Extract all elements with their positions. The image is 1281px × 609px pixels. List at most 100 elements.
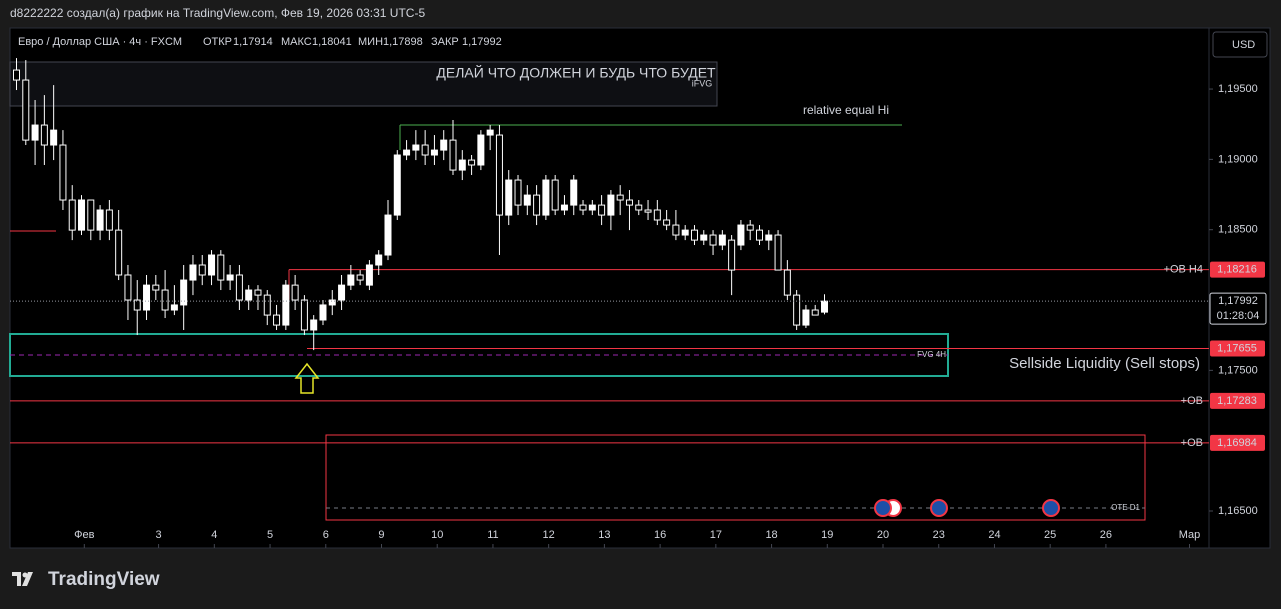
motto: ДЕЛАЙ ЧТО ДОЛЖЕН И БУДЬ ЧТО БУДЕТ — [436, 64, 716, 81]
candle-body — [663, 219, 671, 226]
x-tick-label: 11 — [487, 529, 498, 541]
candle-body — [115, 229, 123, 276]
logo-dot — [22, 572, 28, 578]
ifvg-label: iFVG — [692, 78, 713, 88]
candle-body — [393, 154, 401, 216]
candle-body — [495, 134, 503, 216]
candle-body — [87, 199, 95, 231]
y-tick-label: 1,19000 — [1218, 153, 1258, 165]
x-tick-label: 17 — [710, 529, 722, 541]
countdown: 01:28:04 — [1217, 310, 1260, 322]
arrow — [294, 362, 320, 394]
candle-body — [755, 229, 763, 241]
candle-body — [226, 274, 234, 281]
candle-body — [542, 179, 550, 216]
y-tick-label: 1,18500 — [1218, 224, 1258, 236]
candle-body — [690, 229, 698, 241]
candle-body — [560, 204, 568, 211]
currency[interactable]: USD — [1232, 39, 1255, 51]
candle-body — [40, 124, 48, 146]
x-tick-label: 4 — [211, 529, 217, 541]
event-icon[interactable] — [930, 499, 948, 517]
candle-body — [458, 159, 466, 171]
level-name: +OB — [1181, 437, 1203, 449]
x-tick-label: 23 — [933, 529, 945, 541]
candle-body — [551, 179, 559, 211]
candle-body — [300, 299, 308, 331]
legend-label: МИН — [358, 36, 383, 48]
x-tick-label: 5 — [267, 529, 273, 541]
x-tick-label: 12 — [543, 529, 555, 541]
x-tick-label: 6 — [323, 529, 329, 541]
candle-body — [356, 274, 364, 281]
candle-body — [700, 234, 708, 241]
candle-body — [737, 224, 745, 246]
logo-mark — [12, 572, 33, 586]
event-icon[interactable] — [874, 499, 892, 517]
candle-body — [180, 279, 188, 306]
logo — [12, 572, 33, 586]
candle-body — [421, 144, 429, 156]
candle-body — [783, 269, 791, 296]
candle-body — [598, 204, 606, 216]
candle-body — [533, 194, 541, 216]
candle-body — [133, 299, 141, 311]
candle-body — [161, 289, 169, 311]
candle-body — [143, 284, 151, 311]
candle-body — [13, 69, 21, 81]
candle-body — [821, 300, 829, 313]
event-icon[interactable] — [1042, 499, 1060, 517]
y-tick-label: 1,16500 — [1218, 505, 1258, 517]
chart-panel — [9, 27, 1271, 549]
candle-body — [709, 234, 717, 246]
legend-value: 1,17992 — [462, 36, 502, 48]
candle-body — [217, 254, 225, 281]
candle-body — [672, 224, 680, 236]
candle-body — [235, 274, 243, 301]
candle-body — [310, 319, 318, 331]
candle-body — [449, 139, 457, 171]
level-box — [1210, 261, 1265, 278]
candle-body — [96, 209, 104, 231]
candle-body — [170, 304, 178, 311]
symbol-title: Евро / Доллар США · 4ч · FXCM — [18, 36, 182, 48]
candle-body — [31, 124, 39, 141]
candle-body — [68, 199, 76, 231]
level-box — [1210, 434, 1265, 451]
candle-body — [588, 204, 596, 211]
candle-body — [616, 194, 624, 201]
candle-body — [468, 159, 476, 166]
candle-body — [570, 179, 578, 206]
ote-label: OTE D1 — [1111, 503, 1140, 512]
legend-label: МАКС — [281, 36, 312, 48]
x-tick-label: 10 — [431, 529, 443, 541]
candle-body — [152, 284, 160, 291]
candle-body — [625, 199, 633, 206]
events — [874, 499, 1060, 517]
candle-body — [124, 274, 132, 301]
legend-value: 1,18041 — [312, 36, 352, 48]
candle-body — [254, 289, 262, 296]
currency-button[interactable] — [1212, 31, 1268, 58]
fvg-label: FVG 4H — [917, 350, 946, 359]
candle-body — [59, 144, 67, 201]
candle-body — [328, 299, 336, 306]
candle-body — [412, 144, 420, 151]
level-label: 1,18216 — [1217, 264, 1257, 276]
legend-label: ОТКР — [203, 36, 232, 48]
candle-body — [319, 304, 327, 321]
candle-body — [774, 234, 782, 271]
x-tick-label: 13 — [598, 529, 610, 541]
candle-body — [50, 129, 58, 146]
candle-body — [291, 284, 299, 301]
x-tick-label: Мар — [1179, 529, 1201, 541]
candle-body — [384, 214, 392, 256]
candle-body — [78, 199, 86, 231]
last-price-label: 1,17992 — [1218, 295, 1258, 307]
last-price-box — [1209, 292, 1267, 325]
level-box — [1210, 392, 1265, 409]
candle-body — [273, 314, 281, 326]
level-name: +OB H4 — [1164, 264, 1203, 276]
candle-body — [189, 264, 197, 281]
candle-body — [653, 209, 661, 221]
